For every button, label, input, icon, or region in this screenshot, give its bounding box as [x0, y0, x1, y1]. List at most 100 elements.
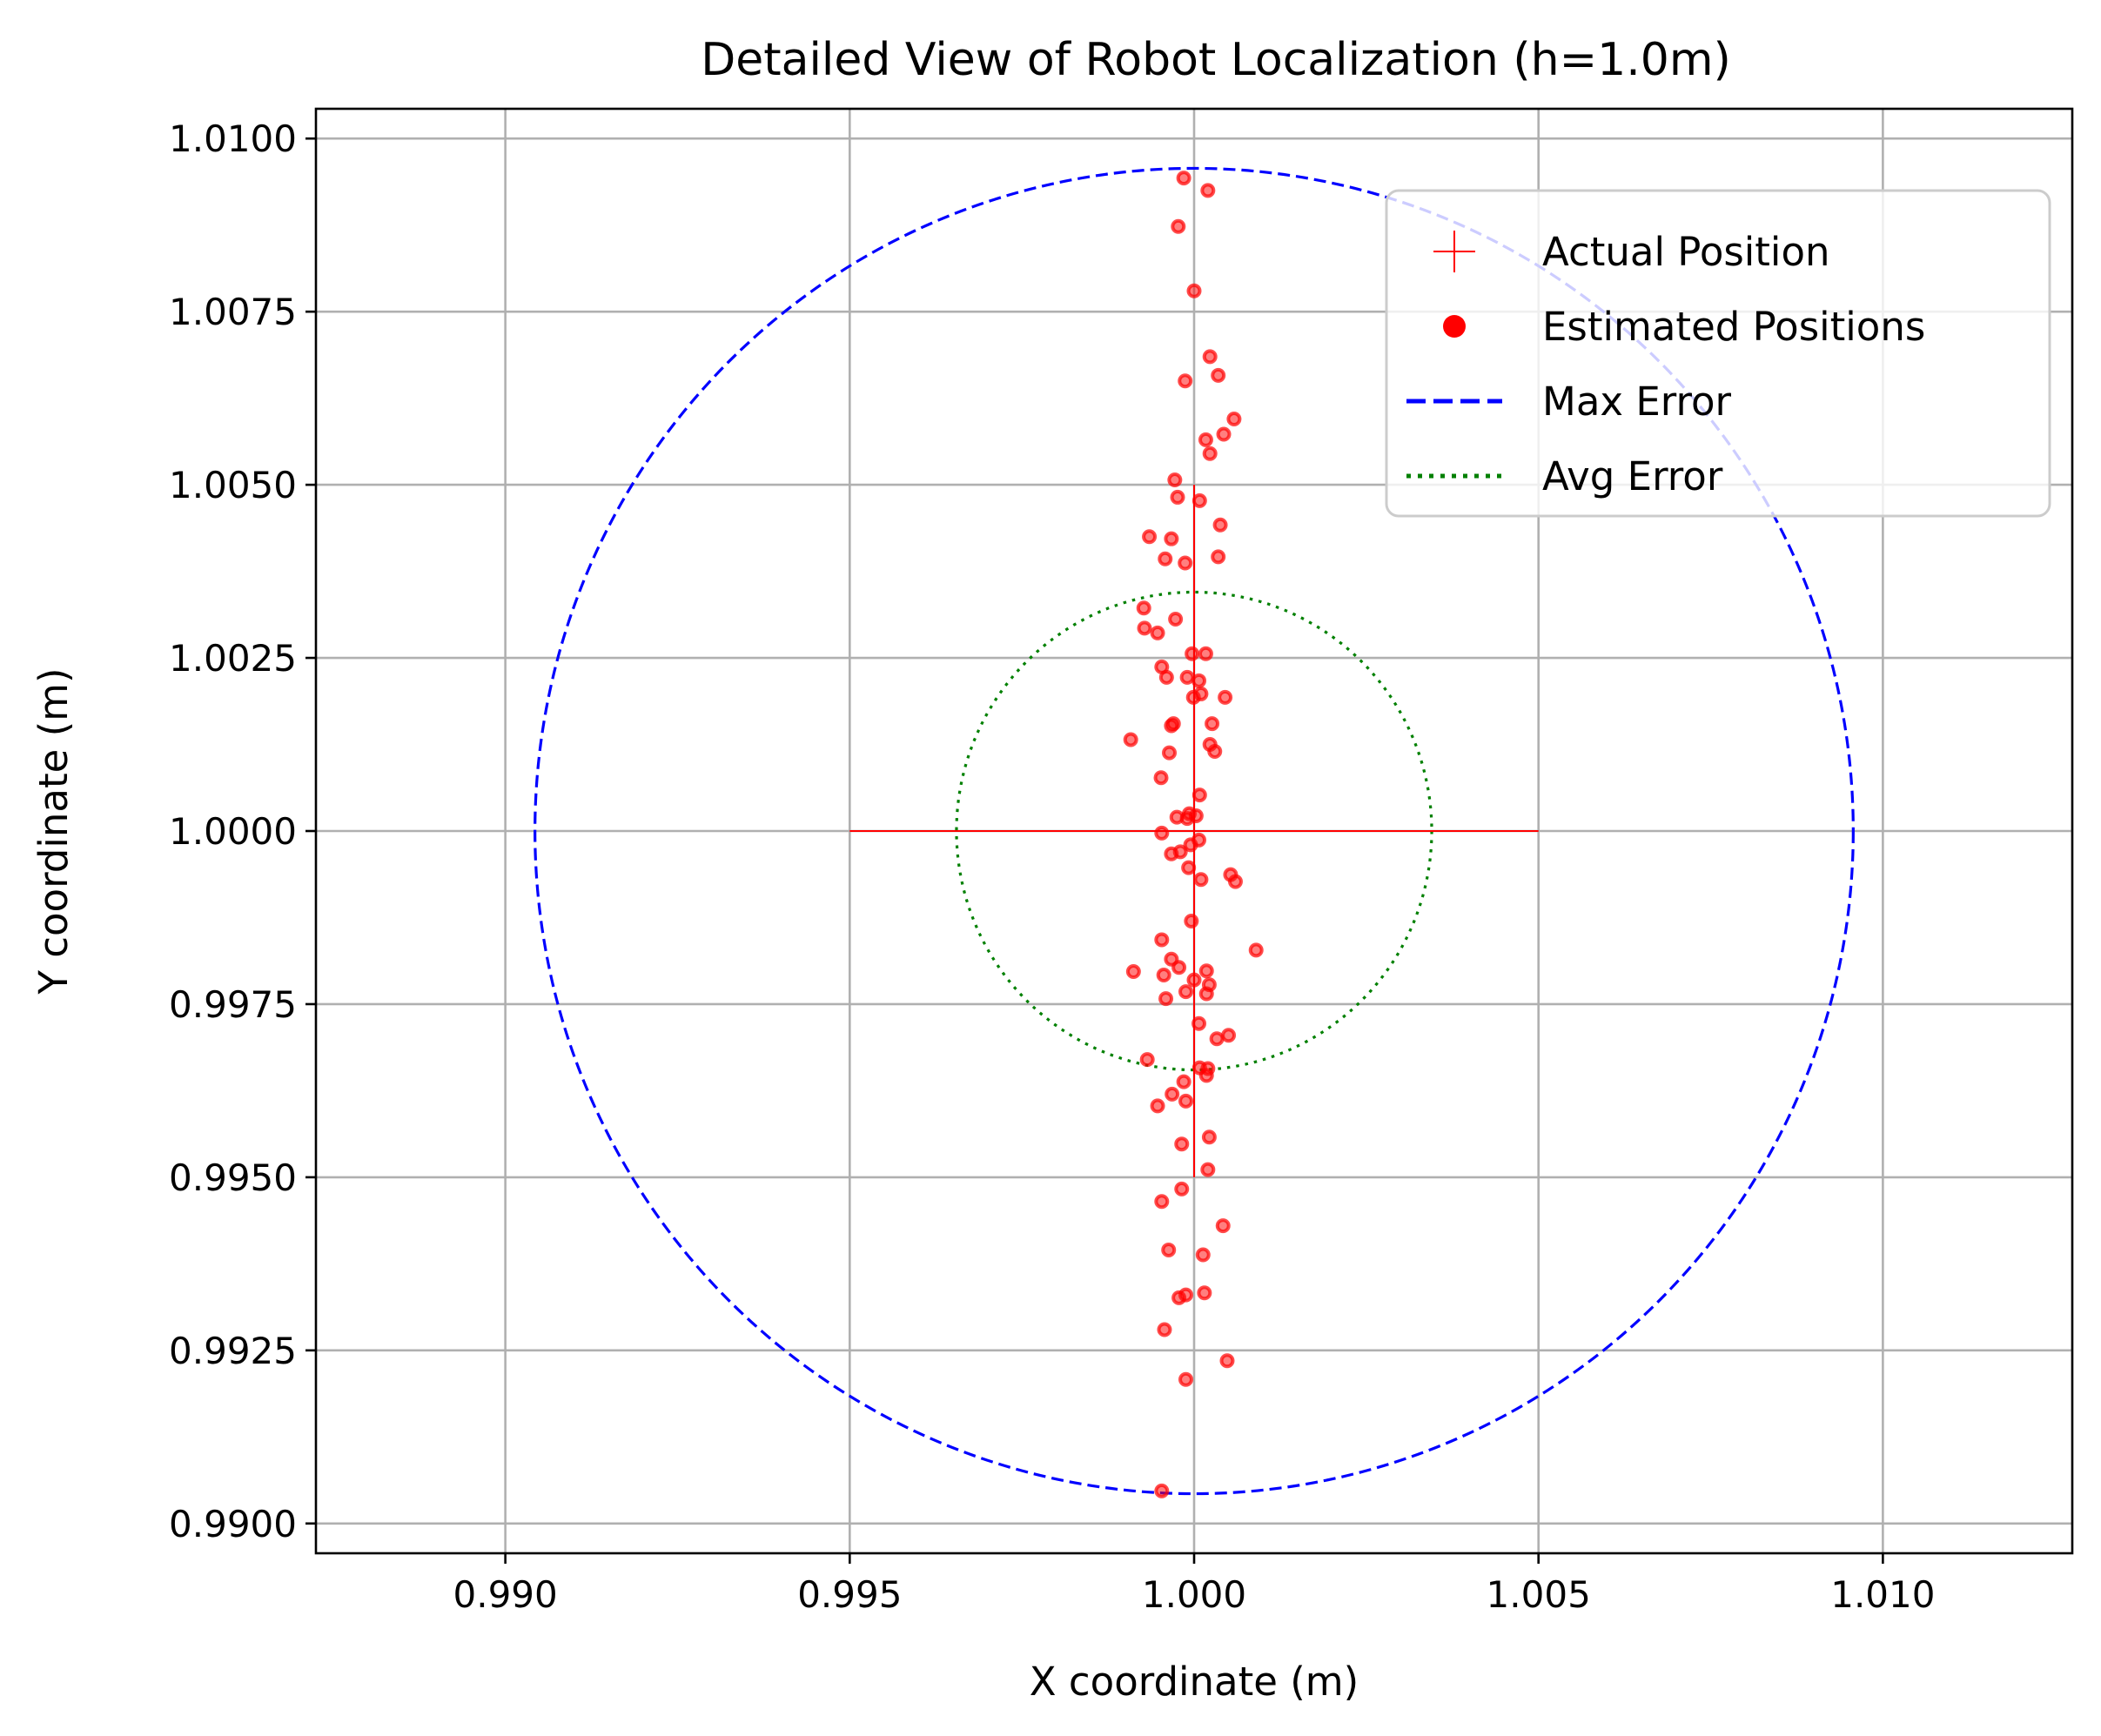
estimated-position-point	[1200, 648, 1212, 660]
estimated-position-point	[1125, 734, 1137, 745]
estimated-position-point	[1205, 448, 1216, 459]
estimated-position-point	[1156, 934, 1167, 945]
estimated-position-point	[1218, 1220, 1229, 1231]
estimated-position-point	[1176, 1138, 1187, 1150]
x-tick-label: 1.010	[1830, 1573, 1935, 1616]
estimated-position-point	[1170, 613, 1181, 625]
estimated-position-point	[1178, 172, 1190, 184]
estimated-position-point	[1201, 989, 1212, 1000]
estimated-position-point	[1204, 1131, 1215, 1143]
estimated-position-point	[1156, 828, 1167, 839]
estimated-position-point	[1169, 474, 1180, 486]
estimated-position-point	[1202, 184, 1213, 196]
estimated-position-point	[1165, 533, 1177, 545]
estimated-position-point	[1156, 1196, 1167, 1207]
legend-label-max-error: Max Error	[1542, 379, 1732, 425]
estimated-position-point	[1215, 519, 1226, 531]
estimated-position-point	[1182, 813, 1193, 824]
estimated-position-point	[1180, 1374, 1191, 1385]
y-axis-title: Y coordinate (m)	[30, 667, 77, 995]
estimated-position-point	[1180, 1290, 1191, 1301]
estimated-position-point	[1219, 692, 1231, 703]
legend-marker-estimated-positions	[1443, 315, 1466, 338]
estimated-position-point	[1185, 915, 1197, 927]
estimated-position-point	[1183, 862, 1194, 874]
estimated-position-point	[1221, 1355, 1232, 1366]
estimated-position-point	[1228, 413, 1239, 425]
estimated-position-point	[1160, 993, 1171, 1004]
estimated-position-point	[1156, 1485, 1167, 1497]
chart-title: Detailed View of Robot Localization (h=1…	[701, 34, 1731, 86]
estimated-position-point	[1172, 221, 1184, 232]
estimated-position-point	[1172, 492, 1184, 503]
estimated-position-point	[1166, 1089, 1178, 1100]
estimated-position-point	[1200, 434, 1212, 446]
estimated-position-point	[1212, 370, 1224, 381]
estimated-position-point	[1201, 965, 1212, 976]
legend-label-estimated-positions: Estimated Positions	[1542, 304, 1925, 350]
x-tick-label: 0.990	[453, 1573, 558, 1616]
estimated-position-point	[1164, 747, 1175, 759]
estimated-position-point	[1198, 1287, 1210, 1298]
estimated-position-point	[1194, 495, 1205, 506]
estimated-position-point	[1142, 1054, 1153, 1065]
x-axis-title: X coordinate (m)	[1030, 1659, 1359, 1705]
estimated-position-point	[1195, 874, 1206, 885]
estimated-position-point	[1223, 1029, 1234, 1041]
estimated-position-point	[1158, 969, 1170, 981]
legend-label-avg-error: Avg Error	[1542, 453, 1723, 499]
estimated-position-point	[1182, 672, 1193, 683]
estimated-position-point	[1189, 285, 1200, 297]
estimated-position-point	[1178, 1076, 1190, 1088]
estimated-position-point	[1198, 1250, 1209, 1261]
y-tick-label: 1.0050	[169, 464, 297, 506]
y-tick-label: 0.9925	[169, 1330, 297, 1372]
estimated-position-point	[1212, 551, 1224, 562]
y-tick-label: 1.0000	[169, 810, 297, 853]
y-tick-label: 1.0075	[169, 291, 297, 333]
estimated-position-point	[1209, 746, 1220, 757]
estimated-position-point	[1212, 1033, 1223, 1044]
estimated-position-point	[1186, 648, 1198, 660]
estimated-position-point	[1251, 944, 1262, 955]
estimated-position-point	[1175, 846, 1186, 857]
estimated-position-point	[1180, 1096, 1191, 1107]
estimated-position-point	[1201, 1069, 1212, 1081]
estimated-position-point	[1152, 1100, 1164, 1111]
estimated-position-point	[1138, 602, 1150, 613]
estimated-position-point	[1152, 627, 1164, 639]
estimated-position-point	[1193, 675, 1205, 687]
y-tick-label: 0.9900	[169, 1503, 297, 1545]
estimated-position-point	[1176, 1183, 1187, 1195]
x-tick-label: 1.005	[1487, 1573, 1591, 1616]
y-tick-label: 1.0100	[169, 117, 297, 160]
estimated-position-point	[1139, 622, 1151, 633]
y-tick-label: 1.0025	[169, 637, 297, 680]
estimated-position-point	[1128, 966, 1139, 977]
estimated-position-point	[1206, 718, 1218, 729]
estimated-position-point	[1193, 1018, 1205, 1029]
estimated-position-point	[1156, 772, 1167, 783]
y-tick-label: 0.9950	[169, 1156, 297, 1199]
estimated-position-point	[1189, 975, 1200, 986]
estimated-position-point	[1179, 558, 1191, 569]
estimated-position-point	[1180, 986, 1191, 997]
estimated-position-point	[1173, 962, 1185, 973]
estimated-position-point	[1163, 1244, 1174, 1256]
legend-label-actual-position: Actual Position	[1542, 229, 1830, 275]
estimated-position-point	[1205, 351, 1216, 362]
estimated-position-point	[1179, 375, 1191, 386]
estimated-position-point	[1218, 429, 1230, 440]
estimated-position-point	[1230, 876, 1241, 888]
estimated-position-point	[1161, 672, 1172, 683]
estimated-position-point	[1194, 789, 1205, 801]
legend: Actual Position Estimated Positions Max …	[1386, 191, 2050, 516]
estimated-position-point	[1159, 553, 1171, 565]
y-tick-label: 0.9975	[169, 983, 297, 1026]
estimated-position-point	[1144, 531, 1155, 542]
estimated-position-point	[1202, 1164, 1213, 1176]
estimated-position-point	[1188, 692, 1199, 703]
estimated-position-point	[1168, 718, 1179, 729]
x-tick-label: 0.995	[797, 1573, 902, 1616]
